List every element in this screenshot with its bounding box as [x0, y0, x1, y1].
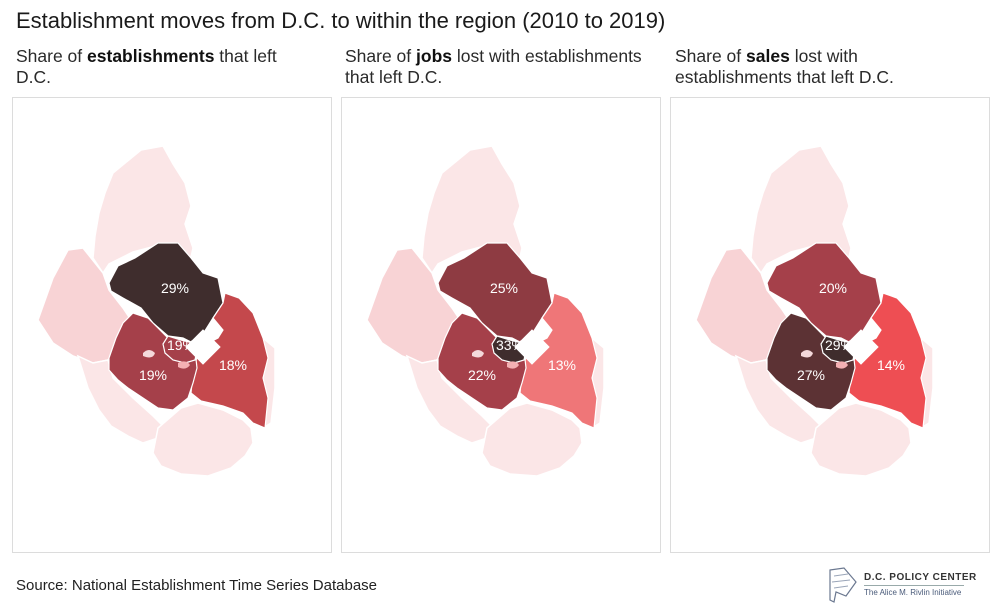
- chart-title: Establishment moves from D.C. to within …: [16, 8, 666, 33]
- label-center: 33%: [496, 337, 524, 353]
- map-panel-sales: 20% 14% 27% 29%: [670, 97, 990, 553]
- label-north: 25%: [490, 280, 518, 296]
- label-southwest: 27%: [797, 367, 825, 383]
- label-east: 13%: [548, 357, 576, 373]
- region-map: 29% 18% 19%19%: [37, 145, 276, 477]
- enclave-blob-east: [507, 361, 519, 369]
- region-map: 20% 14% 27%29%: [695, 145, 934, 477]
- region-map: 25% 13% 22%33%: [366, 145, 605, 477]
- label-north: 20%: [819, 280, 847, 296]
- region-center: [491, 335, 527, 364]
- label-north: 29%: [161, 280, 189, 296]
- enclave-blob-west: [472, 350, 484, 358]
- panel-heading-establishments: Share of establishments that left D.C.: [16, 46, 277, 87]
- label-center: 29%: [825, 337, 853, 353]
- region-center: [820, 335, 856, 364]
- outer-west-county: [37, 247, 132, 364]
- label-east: 14%: [877, 357, 905, 373]
- enclave-blob-west: [801, 350, 813, 358]
- dc-diamond: [514, 329, 550, 365]
- label-east: 18%: [219, 357, 247, 373]
- label-center: 19%: [167, 337, 195, 353]
- outer-east-county: [481, 402, 583, 477]
- logo-divider: [864, 585, 964, 586]
- region-southwest: [437, 312, 527, 411]
- enclave-blob-east: [178, 361, 190, 369]
- panel-heading-sales: Share of sales lost with establishments …: [675, 46, 894, 87]
- region-center: [162, 335, 198, 364]
- dc-policy-center-logo: D.C. POLICY CENTER The Alice M. Rivlin I…: [826, 566, 976, 606]
- panel-heading-jobs: Share of jobs lost with establishments t…: [345, 46, 642, 87]
- region-southwest: [108, 312, 198, 411]
- map-panel-jobs: 25% 13% 22% 33%: [341, 97, 661, 553]
- outer-east-county: [152, 402, 254, 477]
- dc-diamond: [185, 329, 221, 365]
- label-southwest: 22%: [468, 367, 496, 383]
- outer-east-county: [810, 402, 912, 477]
- enclave-blob-west: [143, 350, 155, 358]
- dc-diamond: [843, 329, 879, 365]
- logo-name: D.C. POLICY CENTER: [864, 572, 977, 583]
- source-note: Source: National Establishment Time Seri…: [16, 577, 378, 594]
- outer-west-county: [695, 247, 790, 364]
- outer-west-county: [366, 247, 461, 364]
- enclave-blob-east: [836, 361, 848, 369]
- region-southwest: [766, 312, 856, 411]
- label-southwest: 19%: [139, 367, 167, 383]
- dc-map-logo-icon: [829, 567, 857, 603]
- logo-subtitle: The Alice M. Rivlin Initiative: [864, 588, 962, 597]
- map-panel-establishments: 29% 18% 19% 19%: [12, 97, 332, 553]
